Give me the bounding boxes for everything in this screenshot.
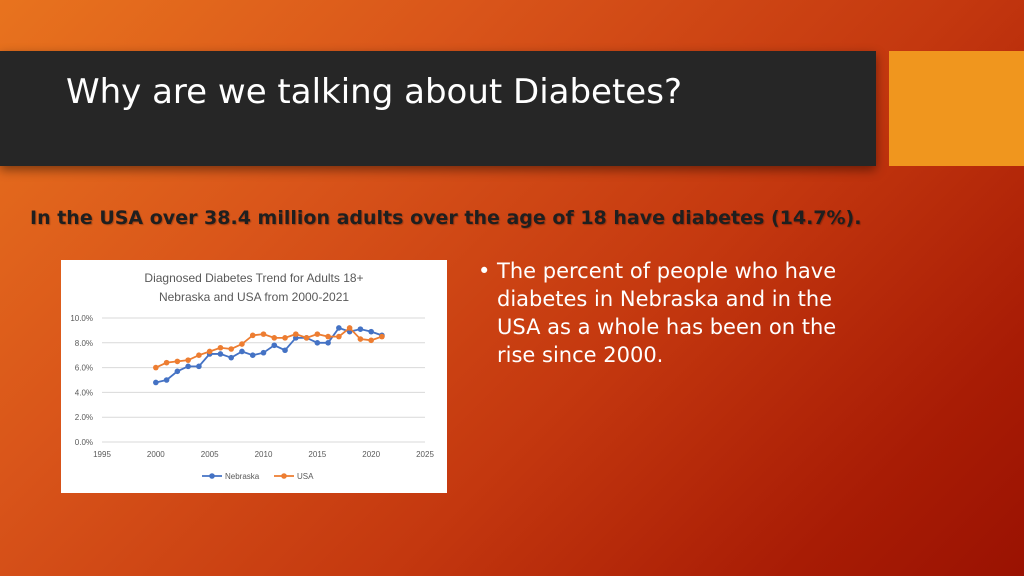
x-tick-label: 2010 (255, 450, 273, 459)
data-point-usa (239, 341, 245, 347)
data-point-nebraska (163, 377, 170, 383)
x-tick-label: 2000 (147, 450, 165, 459)
slide-title: Why are we talking about Diabetes? (66, 72, 682, 112)
data-point-usa (260, 331, 267, 337)
data-point-usa (336, 333, 342, 340)
data-point-nebraska (314, 340, 321, 346)
chart-title-line1: Diagnosed Diabetes Trend for Adults 18+ (144, 271, 363, 285)
data-point-usa (379, 333, 385, 340)
data-point-usa (271, 335, 278, 341)
data-point-nebraska (185, 363, 191, 370)
data-point-usa (217, 344, 224, 351)
data-point-nebraska (357, 326, 364, 332)
data-point-nebraska (249, 352, 256, 358)
diabetes-trend-chart: Diagnosed Diabetes Trend for Adults 18+ N… (70, 271, 434, 481)
x-tick-label: 2020 (362, 450, 380, 459)
series-line-nebraska (155, 326, 383, 384)
data-point-usa (185, 357, 191, 363)
y-tick-label: 8.0% (75, 339, 93, 348)
data-point-usa (174, 358, 181, 365)
bullet-text: The percent of people who have diabetes … (497, 259, 837, 367)
data-point-nebraska (368, 328, 374, 335)
data-point-nebraska (336, 325, 342, 331)
data-point-usa (346, 325, 353, 331)
data-point-nebraska (325, 340, 331, 346)
series-line-usa (155, 326, 383, 369)
y-tick-label: 2.0% (75, 413, 93, 422)
data-point-usa (303, 335, 310, 341)
y-tick-label: 0.0% (75, 438, 93, 447)
y-tick-label: 10.0% (70, 314, 93, 323)
bullet-marker: • (478, 259, 491, 283)
data-point-nebraska (239, 348, 245, 355)
data-point-nebraska (153, 379, 159, 386)
slide-subtitle: In the USA over 38.4 million adults over… (30, 207, 862, 229)
data-point-usa (249, 332, 256, 339)
data-point-nebraska (228, 354, 234, 361)
legend-swatch-marker (209, 473, 215, 479)
data-point-usa (206, 348, 213, 355)
legend-label: Nebraska (225, 472, 260, 481)
data-point-usa (357, 336, 364, 342)
data-point-usa (325, 333, 331, 340)
data-point-nebraska (217, 351, 224, 357)
data-point-nebraska (260, 349, 267, 356)
chart-container: Diagnosed Diabetes Trend for Adults 18+ N… (61, 260, 447, 493)
data-point-nebraska (271, 342, 278, 349)
data-point-usa (282, 335, 288, 341)
data-point-usa (196, 352, 202, 358)
legend-label: USA (297, 472, 314, 481)
data-point-usa (228, 346, 234, 352)
data-point-usa (368, 337, 374, 344)
data-point-nebraska (196, 363, 202, 370)
y-tick-label: 4.0% (75, 388, 93, 397)
data-point-nebraska (174, 368, 181, 375)
accent-square (889, 51, 1024, 166)
data-point-usa (293, 331, 299, 337)
chart-title-line2: Nebraska and USA from 2000-2021 (159, 290, 349, 304)
y-tick-label: 6.0% (75, 364, 93, 373)
data-point-usa (163, 359, 170, 366)
data-point-usa (153, 364, 159, 371)
x-tick-label: 2015 (308, 450, 326, 459)
x-tick-label: 2025 (416, 450, 434, 459)
x-tick-label: 1995 (93, 450, 111, 459)
title-bar (0, 51, 876, 166)
data-point-nebraska (282, 347, 288, 354)
x-tick-label: 2005 (201, 450, 219, 459)
legend-swatch-marker (281, 473, 287, 479)
data-point-usa (314, 331, 321, 337)
